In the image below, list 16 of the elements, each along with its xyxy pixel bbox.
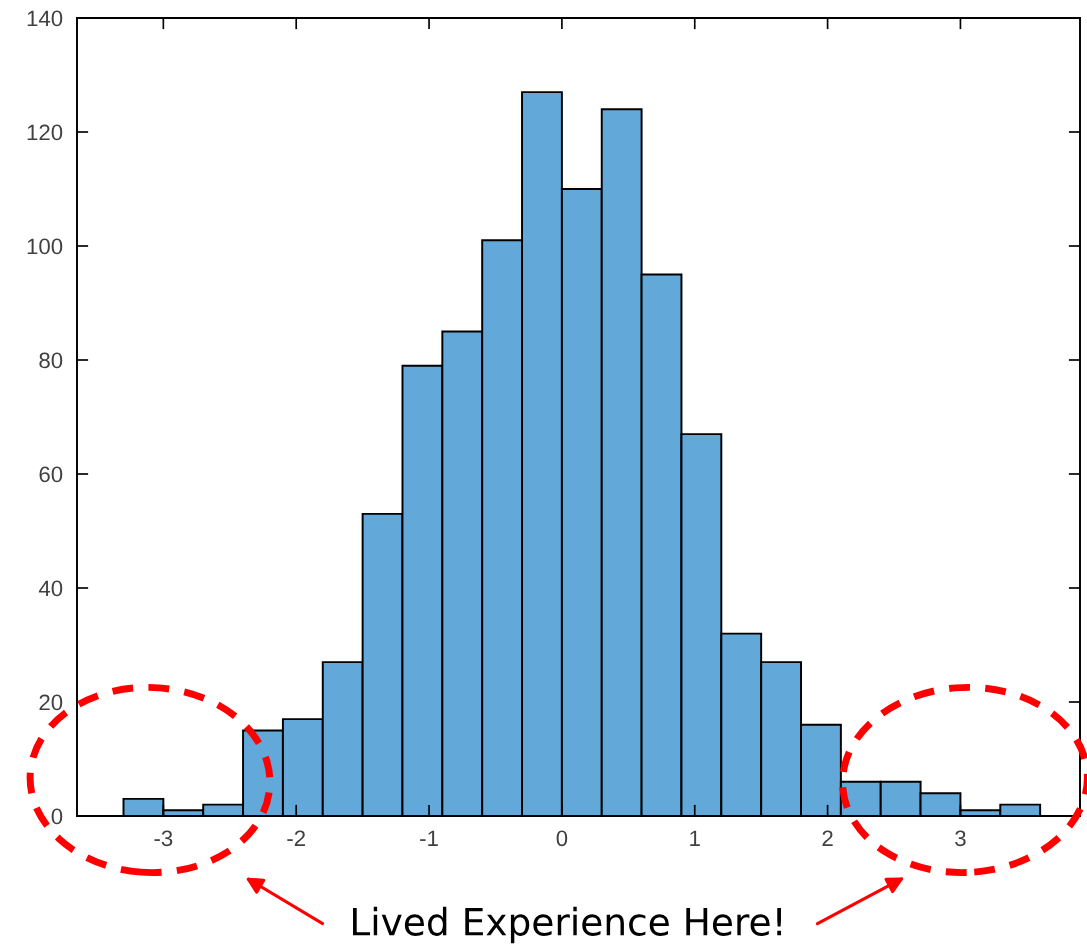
y-tick-label: 120 [27,124,63,141]
y-tick-label: 40 [38,580,63,597]
y-tick-label: 20 [39,694,63,711]
x-tick-label: 1 [690,830,700,846]
x-tick-label: 3 [955,830,966,847]
y-tick-label: 100 [27,238,63,255]
y-tick-label: 0 [51,808,63,825]
x-tick-label: -3 [154,830,173,847]
y-tick-label: 140 [27,10,63,27]
x-tick-label: -1 [420,830,438,846]
x-tick-label: 2 [822,830,833,846]
x-tick-label: 0 [556,830,568,847]
y-tick-label: 80 [39,352,63,369]
text: Lived Experience Here! [353,906,781,944]
y-tick-label: 60 [39,466,63,483]
x-tick-label: -2 [287,830,305,846]
